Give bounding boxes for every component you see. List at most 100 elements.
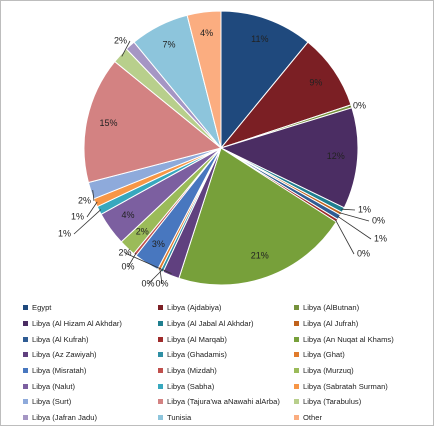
leader-line-13 <box>127 252 137 268</box>
legend-swatch <box>23 415 28 421</box>
leader-line-9 <box>124 252 172 274</box>
data-labels: 11%9%0%12%1%0%1%0%21%2%0% 0%3%0%2%4%1%1%2… <box>58 28 387 288</box>
legend-row: Libya (Az Zawiyah) Libya (Ghadamis) Libya … <box>23 347 423 363</box>
legend-label: Libya (Al Kufrah) <box>32 334 89 344</box>
legend-label: Libya (Tajura'wa aNawahi alArba) <box>167 397 280 407</box>
legend-label: Libya (Al Marqab) <box>167 334 227 344</box>
pie-slice-3 <box>219 107 359 209</box>
legend-item: Libya (Ghat) <box>294 350 423 359</box>
legend-item: Libya (Sabha) <box>158 382 294 391</box>
data-label-6: 1% <box>374 233 387 243</box>
legend-swatch <box>158 336 163 342</box>
pie-chart: 11%9%0%12%1%0%1%0%21%2%0% 0%3%0%2%4%1%1%2… <box>58 10 387 288</box>
pie-slice-23 <box>186 10 222 149</box>
legend-row: Egypt Libya (Ajdabiya) Libya (AlButnan) <box>23 300 423 316</box>
data-label-23: 4% <box>200 28 213 38</box>
legend-label: Libya (Nalut) <box>32 381 76 391</box>
legend-item: Other <box>294 413 423 422</box>
data-label-7: 0% <box>357 248 370 258</box>
pie-slice-8 <box>178 147 337 286</box>
legend-label: Libya (Sabha) <box>167 381 215 391</box>
data-label-3: 12% <box>327 151 345 161</box>
data-label-16: 1% <box>58 228 71 238</box>
legend-item: Libya (Az Zawiyah) <box>23 350 158 359</box>
data-label-14: 2% <box>136 226 149 236</box>
data-label-18: 2% <box>78 195 91 205</box>
pie-slices <box>83 10 359 286</box>
legend-label: Libya (Al Jabal Al Akhdar) <box>167 319 254 329</box>
legend-swatch <box>158 415 163 421</box>
data-label-12: 3% <box>152 239 165 249</box>
legend-swatch <box>158 305 163 311</box>
legend-swatch <box>158 399 163 405</box>
leader-line-4 <box>341 208 356 211</box>
legend-label: Other <box>303 413 322 423</box>
data-label-9: 2% <box>118 247 131 257</box>
leader-line-16 <box>73 209 102 235</box>
legend-row: Libya (Al Kufrah) Libya (Al Marqab) Libya … <box>23 331 423 347</box>
legend-label: Libya (Jafran Jadu) <box>32 413 98 423</box>
data-label-19: 15% <box>99 118 117 128</box>
data-label-11: 0% <box>155 278 168 288</box>
legend-swatch <box>23 305 28 311</box>
data-label-1: 9% <box>309 77 322 87</box>
legend-item: Libya (Al Jabal Al Akhdar) <box>158 319 294 328</box>
legend-swatch <box>294 305 299 311</box>
legend-swatch <box>23 352 28 358</box>
legend-label: Egypt <box>32 303 52 313</box>
leader-line-7 <box>335 219 355 255</box>
data-label-5: 0% <box>372 215 385 225</box>
data-label-10: 0% <box>141 278 154 288</box>
legend-item: Libya (Tarabulus) <box>294 397 423 406</box>
legend-swatch <box>23 399 28 405</box>
legend-item: Libya (Tajura'wa aNawahi alArba) <box>158 397 294 406</box>
legend-item: Tunisia <box>158 413 294 422</box>
legend-label: Libya (Al Hizam Al Akhdar) <box>32 319 122 329</box>
leader-line-17 <box>86 201 98 218</box>
data-label-0: 11% <box>251 34 268 44</box>
legend-label: Libya (Ghadamis) <box>167 350 227 360</box>
legend-row: Libya (Misratah) Libya (Mizdah) Libya (Mur… <box>23 363 423 379</box>
legend-label: Libya (Sabratah Surman) <box>303 381 388 391</box>
legend-item: Libya (Murzuq) <box>294 366 423 375</box>
data-label-20: 2% <box>114 35 127 45</box>
legend-swatch <box>294 399 299 405</box>
legend-label: Libya (An Nuqat al Khams) <box>303 334 394 344</box>
legend-item: Libya (Al Jufrah) <box>294 319 423 328</box>
data-label-17: 1% <box>71 211 84 221</box>
legend-label: Libya (Ajdabiya) <box>167 303 222 313</box>
legend-item: Libya (Ghadamis) <box>158 350 294 359</box>
legend-row: Libya (Surt) Libya (Tajura'wa aNawahi alA… <box>23 394 423 410</box>
legend-label: Libya (Mizdah) <box>167 366 217 376</box>
legend-item: Libya (Jafran Jadu) <box>23 413 158 422</box>
legend-label: Libya (Murzuq) <box>303 366 354 376</box>
data-label-2: 0% <box>353 100 366 110</box>
legend-item: Libya (Misratah) <box>23 366 158 375</box>
legend-label: Libya (Surt) <box>32 397 72 407</box>
legend-row: Libya (Jafran Jadu) Tunisia Other <box>23 410 423 426</box>
legend-item: Libya (Mizdah) <box>158 366 294 375</box>
legend: Egypt Libya (Ajdabiya) Libya (AlButnan) Lib… <box>23 300 423 426</box>
legend-row: Libya (Al Hizam Al Akhdar) Libya (Al Jaba… <box>23 316 423 332</box>
legend-item: Libya (Al Hizam Al Akhdar) <box>23 319 158 328</box>
legend-item: Libya (Nalut) <box>23 382 158 391</box>
legend-label: Tunisia <box>167 413 192 423</box>
legend-label: Libya (AlButnan) <box>303 303 360 313</box>
data-label-22: 7% <box>162 40 175 50</box>
legend-swatch <box>23 336 28 342</box>
legend-item: Libya (Al Kufrah) <box>23 335 158 344</box>
leader-line-11 <box>159 268 163 285</box>
legend-label: Libya (Ghat) <box>303 350 345 360</box>
legend-swatch <box>294 383 299 389</box>
legend-swatch <box>294 352 299 358</box>
legend-swatch <box>158 321 163 327</box>
legend-label: Libya (Misratah) <box>32 366 87 376</box>
legend-item: Libya (Al Marqab) <box>158 335 294 344</box>
legend-item: Libya (AlButnan) <box>294 303 423 312</box>
legend-item: Libya (An Nuqat al Khams) <box>294 335 423 344</box>
pie-slice-0 <box>220 10 309 150</box>
legend-swatch <box>158 352 163 358</box>
leader-line-6 <box>337 215 372 240</box>
data-label-15: 4% <box>121 210 134 220</box>
